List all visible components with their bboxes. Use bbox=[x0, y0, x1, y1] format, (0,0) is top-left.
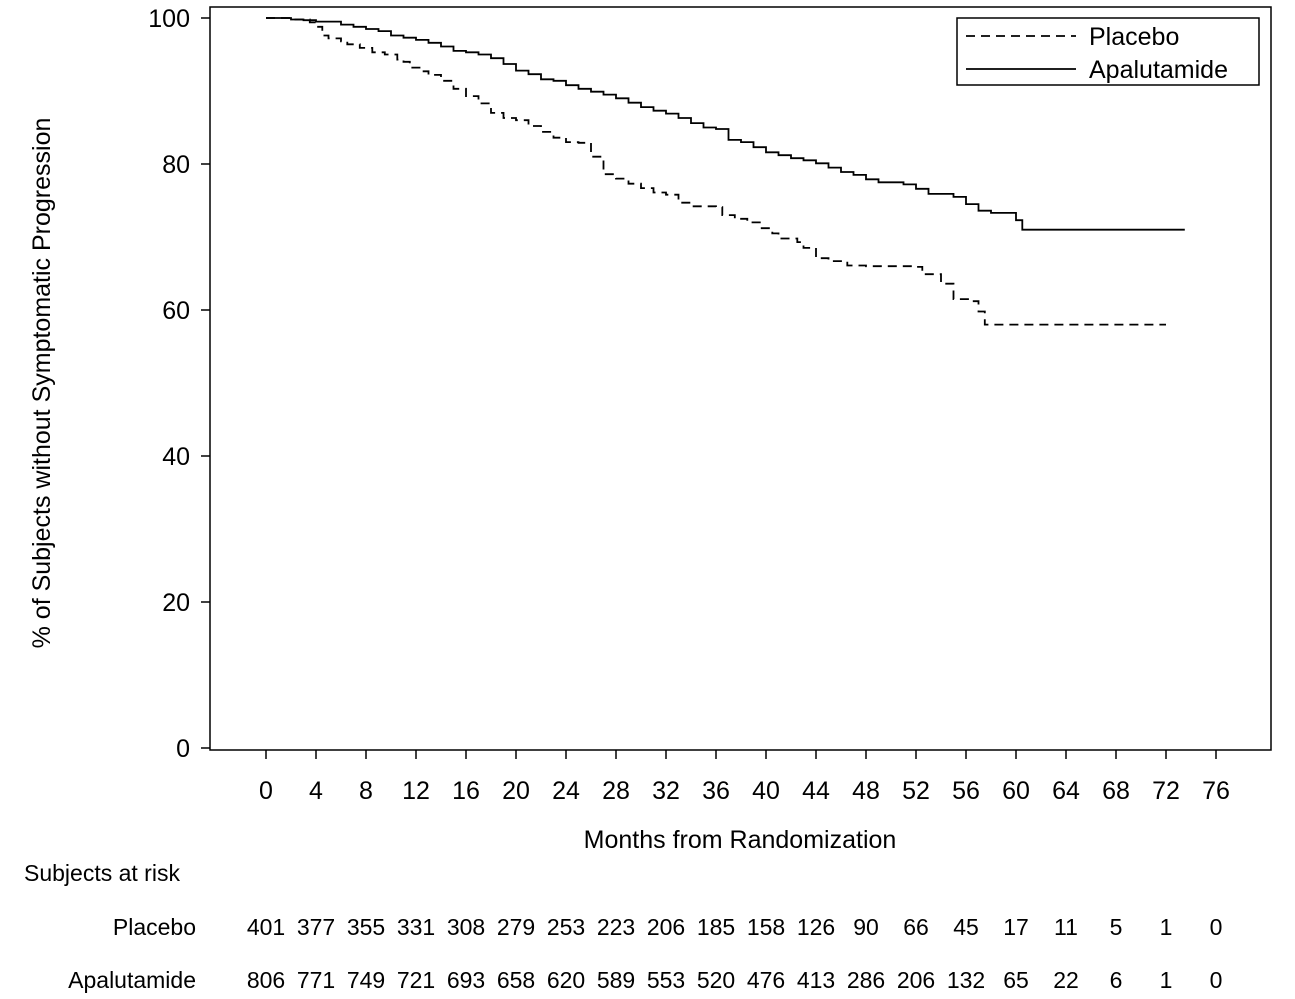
risk-cell: 520 bbox=[697, 967, 735, 993]
risk-cell: 620 bbox=[547, 967, 585, 993]
x-tick-label: 24 bbox=[552, 777, 580, 805]
risk-cell: 771 bbox=[297, 967, 335, 993]
x-tick-label: 64 bbox=[1052, 777, 1080, 805]
x-tick-label: 52 bbox=[902, 777, 930, 805]
y-tick-label: 100 bbox=[148, 5, 190, 33]
risk-cell: 1 bbox=[1160, 967, 1173, 993]
risk-cell: 355 bbox=[347, 914, 385, 940]
risk-cell: 377 bbox=[297, 914, 335, 940]
legend: Placebo Apalutamide bbox=[956, 17, 1260, 86]
x-tick-label: 0 bbox=[259, 777, 273, 805]
risk-cell: 66 bbox=[903, 914, 929, 940]
x-tick-label: 60 bbox=[1002, 777, 1030, 805]
risk-cell: 90 bbox=[853, 914, 879, 940]
series-lines bbox=[266, 17, 1185, 326]
risk-cell: 158 bbox=[747, 914, 785, 940]
risk-cell: 749 bbox=[347, 967, 385, 993]
risk-cell: 206 bbox=[897, 967, 935, 993]
x-tick-label: 40 bbox=[752, 777, 780, 805]
risk-cell: 658 bbox=[497, 967, 535, 993]
x-tick-label: 56 bbox=[952, 777, 980, 805]
legend-label-apalutamide: Apalutamide bbox=[1089, 56, 1228, 84]
risk-table-title: Subjects at risk bbox=[24, 860, 180, 886]
x-axis-label: Months from Randomization bbox=[584, 826, 897, 854]
y-tick-label: 40 bbox=[162, 443, 190, 471]
risk-cell: 5 bbox=[1110, 914, 1123, 940]
risk-cell: 22 bbox=[1053, 967, 1079, 993]
risk-cell: 0 bbox=[1210, 914, 1223, 940]
x-tick-label: 32 bbox=[652, 777, 680, 805]
risk-cell: 65 bbox=[1003, 967, 1029, 993]
risk-cell: 553 bbox=[647, 967, 685, 993]
y-tick-label: 80 bbox=[162, 151, 190, 179]
risk-cell: 806 bbox=[247, 967, 285, 993]
y-tick-label: 0 bbox=[176, 735, 190, 763]
x-tick-label: 44 bbox=[802, 777, 830, 805]
risk-table: Subjects at risk Placebo 401 377 355 331 308 27… bbox=[24, 860, 1222, 993]
y-tick-label: 60 bbox=[162, 297, 190, 325]
risk-cell: 206 bbox=[647, 914, 685, 940]
x-tick-label: 4 bbox=[309, 777, 323, 805]
risk-cell: 253 bbox=[547, 914, 585, 940]
risk-cell: 45 bbox=[953, 914, 979, 940]
x-tick-label: 20 bbox=[502, 777, 530, 805]
risk-cell: 721 bbox=[397, 967, 435, 993]
risk-cell: 589 bbox=[597, 967, 635, 993]
risk-cell: 413 bbox=[797, 967, 835, 993]
x-tick-label: 76 bbox=[1202, 777, 1230, 805]
risk-cell: 308 bbox=[447, 914, 485, 940]
risk-cell: 185 bbox=[697, 914, 735, 940]
x-tick-label: 68 bbox=[1102, 777, 1130, 805]
legend-label-placebo: Placebo bbox=[1089, 23, 1179, 51]
series-line-placebo bbox=[266, 17, 1166, 326]
series-line-apalutamide bbox=[266, 17, 1185, 231]
x-tick-label: 36 bbox=[702, 777, 730, 805]
risk-cell: 279 bbox=[497, 914, 535, 940]
risk-cell: 17 bbox=[1003, 914, 1029, 940]
risk-cell: 11 bbox=[1054, 914, 1078, 940]
risk-cell: 476 bbox=[747, 967, 785, 993]
x-tick-label: 12 bbox=[402, 777, 430, 805]
risk-row-label-placebo: Placebo bbox=[113, 914, 196, 940]
risk-cell: 401 bbox=[247, 914, 285, 940]
x-tick-label: 72 bbox=[1152, 777, 1180, 805]
x-tick-label: 8 bbox=[359, 777, 373, 805]
risk-cell: 132 bbox=[947, 967, 985, 993]
y-tick-label: 20 bbox=[162, 589, 190, 617]
x-tick-label: 16 bbox=[452, 777, 480, 805]
risk-cell: 693 bbox=[447, 967, 485, 993]
risk-cell: 126 bbox=[797, 914, 835, 940]
x-tick-label: 28 bbox=[602, 777, 630, 805]
risk-row-label-apalutamide: Apalutamide bbox=[68, 967, 196, 993]
x-tick-label: 48 bbox=[852, 777, 880, 805]
risk-cell: 286 bbox=[847, 967, 885, 993]
risk-cell: 1 bbox=[1160, 914, 1173, 940]
risk-cell: 223 bbox=[597, 914, 635, 940]
y-axis-label: % of Subjects without Symptomatic Progre… bbox=[28, 118, 56, 649]
risk-cell: 0 bbox=[1210, 967, 1223, 993]
legend-box bbox=[956, 17, 1260, 86]
plot-frame bbox=[209, 6, 1272, 751]
risk-cell: 331 bbox=[397, 914, 435, 940]
risk-cell: 6 bbox=[1110, 967, 1123, 993]
